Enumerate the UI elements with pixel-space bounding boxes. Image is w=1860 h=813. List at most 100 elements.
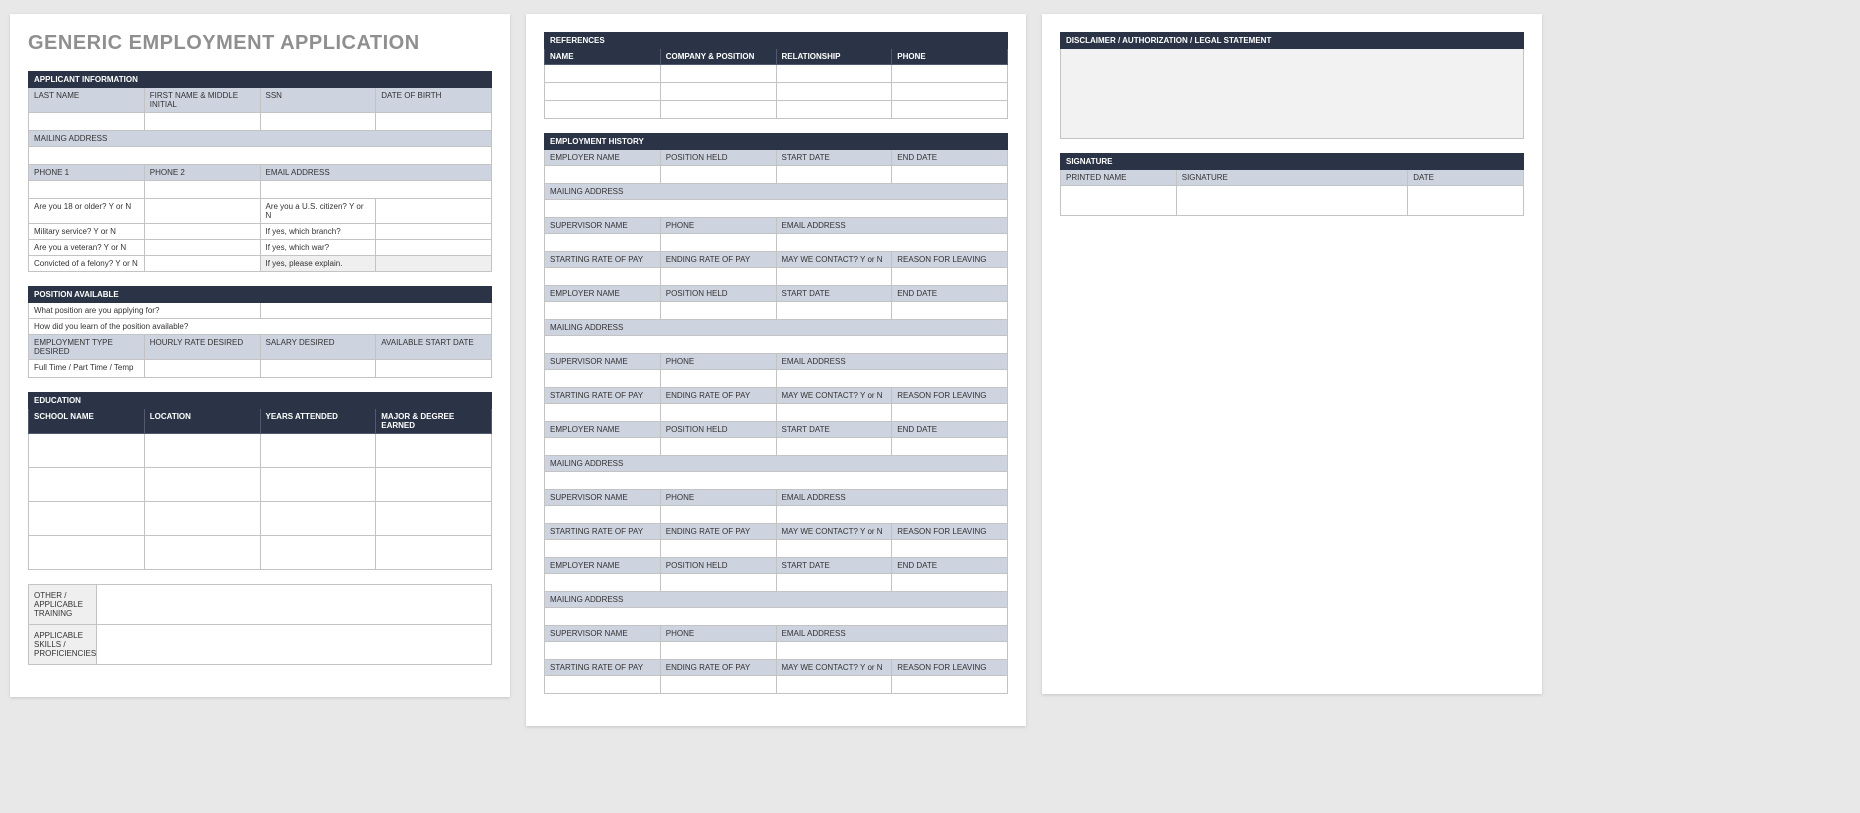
input-salary[interactable] [260,360,376,378]
a-explain[interactable] [376,256,492,272]
disclaimer-table: DISCLAIMER / AUTHORIZATION / LEGAL STATE… [1060,32,1524,139]
history-header: EMPLOYMENT HISTORY [545,134,1008,150]
input-dob[interactable] [376,113,492,131]
disclaimer-header: DISCLAIMER / AUTHORIZATION / LEGAL STATE… [1061,33,1524,49]
q-18: Are you 18 or older? Y or N [29,199,145,224]
ref-row[interactable] [545,83,661,101]
q-war: If yes, which war? [260,240,376,256]
col-ref-name: NAME [545,49,661,65]
h-end: END DATE [892,150,1008,166]
ref-row[interactable] [545,101,661,119]
education-header: EDUCATION [29,393,492,409]
label-email: EMAIL ADDRESS [260,165,492,181]
position-table: POSITION AVAILABLE What position are you… [28,286,492,378]
a-war[interactable] [376,240,492,256]
disclaimer-body[interactable] [1061,49,1524,139]
q-learn: How did you learn of the position availa… [29,319,492,335]
h-reason: REASON FOR LEAVING [892,252,1008,268]
page-3: DISCLAIMER / AUTHORIZATION / LEGAL STATE… [1042,14,1542,694]
edu-row[interactable] [29,468,145,502]
input-ssn[interactable] [260,113,376,131]
references-header: REFERENCES [545,33,1008,49]
page-2: REFERENCES NAME COMPANY & POSITION RELAT… [526,14,1026,726]
input-hourly[interactable] [144,360,260,378]
h-endpay: ENDING RATE OF PAY [660,252,776,268]
q-branch: If yes, which branch? [260,224,376,240]
input-other-training[interactable] [97,585,492,625]
h-start: START DATE [776,150,892,166]
col-major: MAJOR & DEGREE EARNED [376,409,492,434]
input-date[interactable] [1408,186,1524,216]
col-school: SCHOOL NAME [29,409,145,434]
input-start[interactable] [376,360,492,378]
h-contact: MAY WE CONTACT? Y or N [776,252,892,268]
training-table: OTHER / APPLICABLE TRAINING APPLICABLE S… [28,584,492,665]
applicant-header: APPLICANT INFORMATION [29,72,492,88]
edu-row[interactable] [29,434,145,468]
h-phone: PHONE [660,218,776,234]
label-phone2: PHONE 2 [144,165,260,181]
h-startpay: STARTING RATE OF PAY [545,252,661,268]
col-ref-phone: PHONE [892,49,1008,65]
label-printed: PRINTED NAME [1061,170,1177,186]
col-ref-relation: RELATIONSHIP [776,49,892,65]
input-first-middle[interactable] [144,113,260,131]
col-ref-company: COMPANY & POSITION [660,49,776,65]
label-skills: APPLICABLE SKILLS / PROFICIENCIES [29,625,97,665]
input-printed[interactable] [1061,186,1177,216]
input-phone1[interactable] [29,181,145,199]
h-super: SUPERVISOR NAME [545,218,661,234]
edu-row[interactable] [29,536,145,570]
col-location: LOCATION [144,409,260,434]
q-military: Military service? Y or N [29,224,145,240]
q-veteran: Are you a veteran? Y or N [29,240,145,256]
a-felony[interactable] [144,256,260,272]
q-applying: What position are you applying for? [29,303,261,319]
h-email: EMAIL ADDRESS [776,218,1008,234]
label-signature: SIGNATURE [1176,170,1408,186]
a-military[interactable] [144,224,260,240]
label-hourly: HOURLY RATE DESIRED [144,335,260,360]
signature-header: SIGNATURE [1061,154,1524,170]
a-branch[interactable] [376,224,492,240]
document-title: GENERIC EMPLOYMENT APPLICATION [28,32,492,55]
a-18[interactable] [144,199,260,224]
label-other-training: OTHER / APPLICABLE TRAINING [29,585,97,625]
ref-row[interactable] [545,65,661,83]
label-salary: SALARY DESIRED [260,335,376,360]
references-table: REFERENCES NAME COMPANY & POSITION RELAT… [544,32,1008,119]
label-start: AVAILABLE START DATE [376,335,492,360]
label-emp-type: EMPLOYMENT TYPE DESIRED [29,335,145,360]
label-phone1: PHONE 1 [29,165,145,181]
a-veteran[interactable] [144,240,260,256]
signature-table: SIGNATURE PRINTED NAME SIGNATURE DATE [1060,153,1524,216]
position-header: POSITION AVAILABLE [29,287,492,303]
val-emp-type[interactable]: Full Time / Part Time / Temp [29,360,145,378]
q-felony: Convicted of a felony? Y or N [29,256,145,272]
h-employer: EMPLOYER NAME [545,150,661,166]
a-applying[interactable] [260,303,492,319]
label-ssn: SSN [260,88,376,113]
input-mailing[interactable] [29,147,492,165]
input-phone2[interactable] [144,181,260,199]
h-posheld: POSITION HELD [660,150,776,166]
edu-row[interactable] [29,502,145,536]
employment-history-table: EMPLOYMENT HISTORY EMPLOYER NAMEPOSITION… [544,133,1008,694]
input-signature[interactable] [1176,186,1408,216]
col-years: YEARS ATTENDED [260,409,376,434]
q-citizen: Are you a U.S. citizen? Y or N [260,199,376,224]
label-dob: DATE OF BIRTH [376,88,492,113]
h-mailing: MAILING ADDRESS [545,184,1008,200]
q-explain: If yes, please explain. [260,256,376,272]
input-last-name[interactable] [29,113,145,131]
input-skills[interactable] [97,625,492,665]
page-1: GENERIC EMPLOYMENT APPLICATION APPLICANT… [10,14,510,697]
label-mailing: MAILING ADDRESS [29,131,492,147]
input-email[interactable] [260,181,492,199]
label-first-middle: FIRST NAME & MIDDLE INITIAL [144,88,260,113]
label-date: DATE [1408,170,1524,186]
education-table: EDUCATION SCHOOL NAME LOCATION YEARS ATT… [28,392,492,570]
a-citizen[interactable] [376,199,492,224]
applicant-info-table: APPLICANT INFORMATION LAST NAME FIRST NA… [28,71,492,272]
label-last-name: LAST NAME [29,88,145,113]
